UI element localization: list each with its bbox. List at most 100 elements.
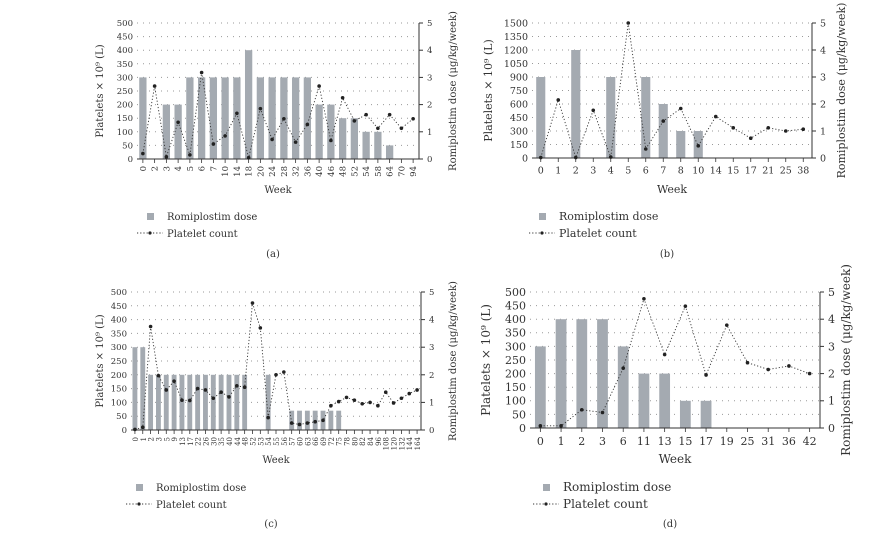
dose-bar <box>195 374 201 430</box>
y-tick-label: 150 <box>117 114 133 124</box>
dose-bar <box>218 374 224 430</box>
platelet-point <box>313 419 317 424</box>
legend-label-dose: Romiplostim dose <box>156 483 246 494</box>
platelet-point <box>340 96 345 100</box>
platelet-point <box>266 415 270 420</box>
y2-axis-title: Romiplostim dose (μg/kg/week) <box>448 281 459 441</box>
dose-bar <box>385 145 394 159</box>
x-tick-label: 3 <box>162 166 172 171</box>
x-tick-label: 82 <box>359 437 367 446</box>
y-tick-label: 150 <box>111 385 127 395</box>
x-tick-label: 58 <box>374 166 384 177</box>
x-tick-label: 32 <box>292 166 302 177</box>
y-tick-label: 0 <box>128 155 133 165</box>
x-tick-label: 2 <box>151 166 161 171</box>
x-tick-label: 132 <box>398 437 406 450</box>
y-axis-title: Platelets × 10⁹ (L) <box>482 39 495 142</box>
dose-bar <box>658 104 668 158</box>
y2-tick-label: 2 <box>820 99 826 110</box>
dose-bar <box>162 104 171 159</box>
y-tick-label: 200 <box>111 371 127 381</box>
y-tick-label: 350 <box>117 60 133 70</box>
platelet-point <box>748 136 753 140</box>
platelet-point <box>387 112 392 117</box>
x-tick-label: 94 <box>409 166 419 177</box>
dose-bar <box>242 374 248 430</box>
platelet-point <box>626 21 631 25</box>
platelet-point <box>787 364 791 368</box>
y2-tick-label: 5 <box>429 288 434 298</box>
x-tick-label: 0 <box>538 166 544 177</box>
y-axis-title: Platelets × 10⁹ (L) <box>95 314 106 407</box>
x-tick-label: 63 <box>304 437 312 446</box>
platelet-point <box>407 391 412 396</box>
legend-label-platelet: Platelet count <box>563 497 648 511</box>
platelet-point <box>376 403 380 408</box>
x-tick-label: 1 <box>140 437 148 441</box>
x-tick-label: 60 <box>297 437 305 446</box>
dose-bar <box>233 77 241 159</box>
x-tick-label: 120 <box>391 437 399 450</box>
platelet-point <box>250 301 255 305</box>
y2-tick-label: 3 <box>429 343 434 353</box>
dose-bar <box>140 347 146 430</box>
y-tick-label: 500 <box>117 19 133 29</box>
x-tick-label: 4 <box>608 166 614 177</box>
dose-bar <box>244 50 253 160</box>
platelet-point <box>766 126 771 130</box>
platelet-point <box>270 137 274 142</box>
platelet-point <box>317 84 321 88</box>
y2-axis-title: Romiplostim dose (μg/kg/week) <box>839 264 853 456</box>
dose-bar <box>174 104 182 159</box>
platelet-point <box>724 323 729 327</box>
platelet-point <box>399 396 404 401</box>
x-tick-label: 54 <box>265 436 273 445</box>
dose-bar <box>336 410 342 430</box>
platelet-point <box>133 427 137 432</box>
platelet-point <box>556 98 561 102</box>
x-tick-label: 70 <box>397 166 407 177</box>
dose-bar <box>289 410 295 430</box>
y2-tick-label: 1 <box>427 128 432 138</box>
dose-bar <box>186 77 194 159</box>
x-tick-label: 4 <box>174 166 184 171</box>
platelet-point <box>731 126 736 130</box>
y-tick-label: 600 <box>510 99 528 110</box>
x-tick-label: 24 <box>268 166 278 177</box>
platelet-point <box>235 111 239 116</box>
x-tick-label: 21 <box>762 166 774 177</box>
x-tick-label: 19 <box>720 435 734 448</box>
x-tick-label: 35 <box>218 437 226 446</box>
legend-point <box>148 231 152 235</box>
x-tick-label: 84 <box>367 436 375 445</box>
x-tick-label: 52 <box>350 166 360 177</box>
y2-axis-title: Romiplostim dose (μg/kg/week) <box>448 11 459 171</box>
x-tick-label: 53 <box>257 437 265 446</box>
y-axis-title: Platelets × 10⁹ (L) <box>479 304 493 416</box>
x-axis-title: Week <box>659 452 693 466</box>
y2-axis-title: Romiplostim dose (μg/kg/week) <box>835 3 848 179</box>
x-tick-label: 6 <box>198 166 208 171</box>
y2-tick-label: 0 <box>820 153 826 164</box>
y-tick-label: 400 <box>505 313 526 326</box>
x-axis-title: Week <box>264 185 292 196</box>
platelet-point <box>195 386 200 391</box>
dose-bar <box>638 373 650 428</box>
dose-bar <box>163 374 169 430</box>
y-tick-label: 100 <box>505 395 526 408</box>
platelet-point <box>140 425 145 430</box>
platelet-point <box>643 147 648 151</box>
dose-bar <box>148 374 154 430</box>
x-tick-label: 80 <box>351 437 359 446</box>
y2-tick-label: 5 <box>820 18 826 29</box>
dose-bar <box>617 346 629 428</box>
platelet-point <box>661 119 666 123</box>
x-tick-label: 14 <box>233 166 243 177</box>
x-tick-label: 72 <box>328 437 336 446</box>
chart-panel-b: 0150300450600750900105012001350150001234… <box>482 3 848 260</box>
x-tick-label: 52 <box>249 437 257 446</box>
y-tick-label: 1200 <box>504 45 528 56</box>
legend-label-platelet: Platelet count <box>156 500 227 511</box>
x-tick-label: 5 <box>625 166 631 177</box>
platelet-point <box>219 390 223 394</box>
